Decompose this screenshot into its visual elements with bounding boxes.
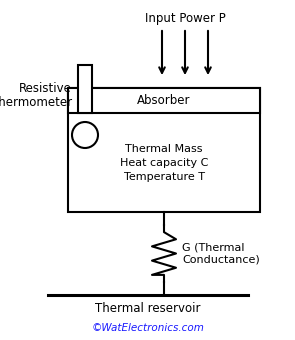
Text: G (Thermal
Conductance): G (Thermal Conductance) <box>182 243 260 264</box>
Bar <box>68 88 260 212</box>
Text: ©WatElectronics.com: ©WatElectronics.com <box>91 323 204 333</box>
Text: Thermal Mass
Heat capacity C
Temperature T: Thermal Mass Heat capacity C Temperature… <box>120 143 208 182</box>
Text: Input Power P: Input Power P <box>145 12 225 25</box>
Circle shape <box>72 122 98 148</box>
Bar <box>68 88 260 113</box>
Bar <box>78 65 92 113</box>
Text: Absorber: Absorber <box>137 94 191 107</box>
Text: Thermal reservoir: Thermal reservoir <box>95 302 201 314</box>
Text: Resistive
Thermometer: Resistive Thermometer <box>0 82 72 109</box>
